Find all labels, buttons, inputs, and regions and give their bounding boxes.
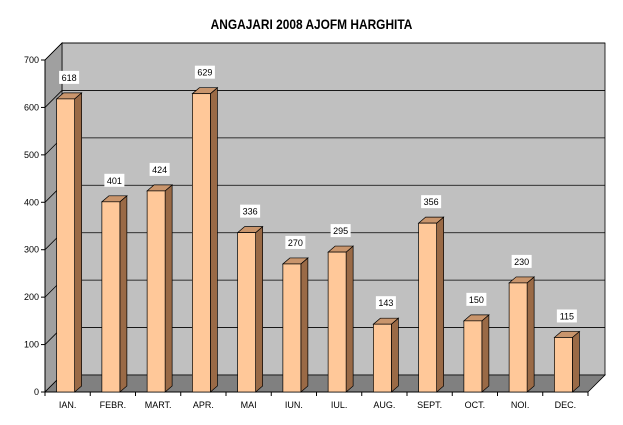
bar: [192, 93, 211, 393]
bar: [237, 232, 256, 393]
x-tick-label: DEC.: [555, 400, 577, 410]
data-label-box: [511, 254, 532, 268]
x-tick-label: NOI.: [511, 400, 530, 410]
bar-side: [481, 314, 490, 393]
data-label: 143: [378, 298, 393, 308]
gridline: [44, 42, 605, 61]
y-tick-label: 100: [24, 340, 39, 350]
y-tick-label: 500: [24, 150, 39, 160]
data-label-box: [421, 195, 442, 209]
bar: [146, 190, 166, 393]
x-tick-label: APR.: [193, 400, 214, 410]
y-tick-label: 300: [24, 245, 39, 255]
chart-title: ANGAJARI 2008 AJOFM HARGHITA: [210, 16, 413, 32]
data-label: 424: [152, 165, 167, 175]
data-label: 356: [424, 197, 439, 207]
bar: [56, 98, 75, 393]
bar: [463, 320, 483, 393]
gridline: [44, 90, 605, 108]
x-tick-label: SEPT.: [417, 400, 442, 410]
bar-side: [119, 195, 128, 393]
bar-side: [210, 86, 218, 393]
bar: [508, 282, 528, 393]
bar-side: [255, 225, 263, 393]
x-tick-label: FEBR.: [100, 400, 127, 410]
data-label-box: [375, 296, 396, 310]
y-tick-label: 400: [24, 197, 39, 207]
bar: [373, 323, 392, 393]
data-label-box: [59, 70, 80, 84]
bar: [327, 251, 347, 393]
y-tick-label: 700: [24, 55, 39, 65]
data-label-box: [149, 162, 170, 176]
data-label: 270: [288, 238, 303, 248]
data-label-box: [104, 173, 125, 187]
data-label: 115: [560, 311, 574, 321]
data-label-box: [466, 292, 487, 306]
x-tick-label: MART.: [145, 400, 172, 410]
x-tick-label: IUN.: [285, 400, 303, 410]
x-tick-label: OCT.: [465, 400, 486, 410]
y-tick-label: 200: [24, 292, 39, 302]
data-label-box: [330, 224, 351, 238]
bar-side: [391, 317, 399, 393]
x-tick-label: AUG.: [373, 400, 395, 410]
data-label-box: [556, 309, 577, 323]
bar-side: [436, 216, 444, 393]
data-label: 618: [62, 73, 77, 83]
bar-side: [164, 184, 173, 393]
data-label: 150: [469, 295, 484, 305]
data-label-box: [194, 65, 215, 79]
y-tick-label: 600: [24, 102, 39, 112]
bar-side: [300, 257, 309, 393]
bar: [282, 263, 302, 393]
data-label: 336: [243, 207, 258, 217]
x-tick-label: MAI: [241, 400, 257, 410]
x-tick-label: IAN.: [59, 400, 77, 410]
data-label: 230: [514, 257, 529, 267]
bar-side: [74, 92, 82, 393]
bar: [101, 201, 121, 393]
bar: [418, 222, 437, 393]
y-tick-label: 0: [34, 387, 39, 397]
bar-side: [526, 276, 535, 393]
bar-side: [345, 245, 354, 393]
data-label-box: [240, 204, 261, 218]
data-label: 401: [107, 176, 122, 186]
x-tick-label: IUL.: [331, 400, 348, 410]
bar-side: [572, 330, 580, 393]
data-label: 629: [197, 68, 212, 78]
data-label-box: [285, 235, 306, 249]
bar: [554, 337, 573, 393]
data-label: 295: [333, 226, 348, 236]
